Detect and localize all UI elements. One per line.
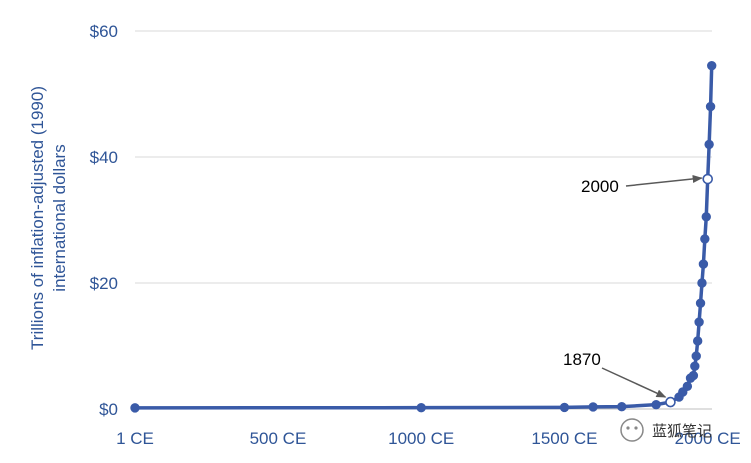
data-point-9	[682, 381, 693, 392]
y-tick-label-0: $0	[99, 400, 118, 419]
y-tick-label-3: $60	[90, 22, 118, 41]
data-point-19	[700, 234, 710, 244]
x-tick-label-3: 1500 CE	[531, 429, 597, 448]
data-point-20	[701, 212, 711, 222]
data-point-21	[702, 173, 714, 185]
data-point-11	[688, 370, 699, 381]
gridlines	[135, 30, 712, 410]
y-axis-ticks: $0 $20 $40 $60	[90, 22, 118, 419]
series-line	[130, 60, 717, 413]
data-point-6	[665, 396, 676, 408]
wechat-icon	[620, 418, 644, 442]
annotation-arrow-1870	[601, 367, 667, 398]
data-point-2	[559, 402, 570, 413]
x-tick-label-1: 500 CE	[250, 429, 307, 448]
data-point-13	[691, 351, 701, 361]
data-point-18	[698, 259, 709, 269]
data-point-5	[651, 399, 661, 410]
data-point-15	[694, 317, 704, 327]
data-point-0	[130, 403, 140, 413]
data-point-16	[695, 298, 706, 308]
x-tick-label-0: 1 CE	[116, 429, 154, 448]
annotation-label-2000: 2000	[581, 177, 619, 196]
data-point-17	[697, 278, 707, 288]
series-line-path	[134, 65, 714, 410]
data-point-12	[690, 361, 700, 371]
data-point-3	[588, 402, 598, 412]
data-point-14	[692, 336, 703, 346]
y-tick-label-2: $40	[90, 148, 118, 167]
x-axis-ticks: 1 CE 500 CE 1000 CE 1500 CE 2000 CE	[116, 429, 741, 448]
x-tick-label-2: 1000 CE	[388, 429, 454, 448]
wechat-icon-eye-left	[626, 426, 630, 430]
data-point-4	[617, 401, 627, 412]
data-point-22	[704, 139, 714, 150]
watermark: 蓝狐笔记	[620, 418, 712, 442]
annotation-arrow-2000	[625, 175, 703, 187]
data-point-23	[705, 101, 716, 112]
watermark-text: 蓝狐笔记	[652, 422, 712, 440]
y-axis-title-line1: Trillions of inflation-adjusted (1990)	[28, 86, 47, 350]
data-point-24	[707, 60, 717, 71]
x-tick-label-4: 2000 CE	[675, 429, 741, 448]
annotation-label-1870: 1870	[563, 350, 601, 369]
data-point-1	[416, 402, 426, 413]
annotations: 2000 1870	[563, 175, 703, 398]
y-axis-title-line2: international dollars	[50, 144, 69, 291]
y-tick-label-1: $20	[90, 274, 118, 293]
wechat-icon-eye-right	[634, 426, 638, 430]
